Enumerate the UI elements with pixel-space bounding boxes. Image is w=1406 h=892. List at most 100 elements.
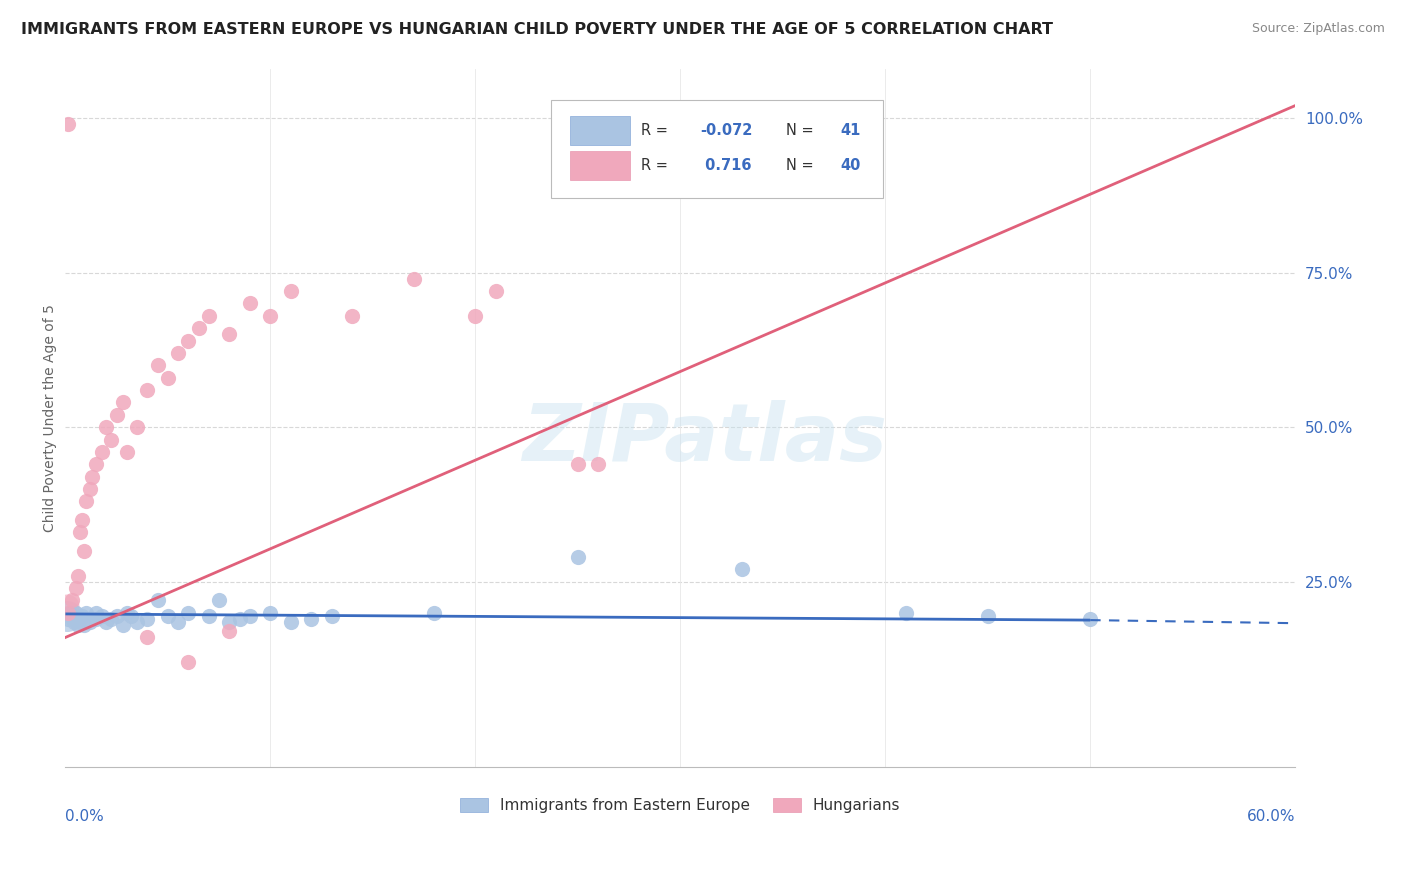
Point xyxy=(136,612,159,626)
Point xyxy=(84,457,107,471)
Point xyxy=(100,612,122,626)
Point xyxy=(402,272,425,286)
Text: N =: N = xyxy=(786,158,818,173)
Point xyxy=(70,513,93,527)
FancyBboxPatch shape xyxy=(569,151,630,180)
Point xyxy=(731,562,754,576)
Point xyxy=(60,593,83,607)
Point xyxy=(69,525,91,540)
Point xyxy=(111,395,134,409)
Point xyxy=(120,608,142,623)
Text: ZIPatlas: ZIPatlas xyxy=(523,400,887,478)
Y-axis label: Child Poverty Under the Age of 5: Child Poverty Under the Age of 5 xyxy=(44,304,58,532)
Point xyxy=(177,655,200,669)
Text: 0.0%: 0.0% xyxy=(66,809,104,824)
Point xyxy=(73,618,96,632)
Point xyxy=(65,581,87,595)
Point xyxy=(218,624,240,639)
Point xyxy=(167,615,190,629)
Point xyxy=(464,309,486,323)
Point xyxy=(977,608,1000,623)
Point xyxy=(146,359,169,373)
Point xyxy=(127,420,149,434)
Text: 40: 40 xyxy=(841,158,860,173)
Point xyxy=(136,383,159,397)
Point xyxy=(156,370,179,384)
Point xyxy=(66,618,89,632)
Point xyxy=(136,631,159,645)
Point xyxy=(177,606,200,620)
Point xyxy=(239,296,262,310)
Point xyxy=(485,284,508,298)
Point xyxy=(96,615,118,629)
Point xyxy=(82,469,104,483)
Point xyxy=(111,618,134,632)
Point xyxy=(208,593,231,607)
Point xyxy=(299,612,322,626)
Point xyxy=(280,615,302,629)
Point xyxy=(96,420,118,434)
Point xyxy=(79,615,101,629)
Point xyxy=(105,608,128,623)
Text: IMMIGRANTS FROM EASTERN EUROPE VS HUNGARIAN CHILD POVERTY UNDER THE AGE OF 5 COR: IMMIGRANTS FROM EASTERN EUROPE VS HUNGAR… xyxy=(21,22,1053,37)
Point xyxy=(75,494,97,508)
Point xyxy=(198,309,221,323)
Point xyxy=(100,433,122,447)
FancyBboxPatch shape xyxy=(551,100,883,198)
Point xyxy=(239,608,262,623)
Point xyxy=(60,608,83,623)
Point xyxy=(115,606,138,620)
Point xyxy=(321,608,343,623)
Point xyxy=(73,544,96,558)
Point xyxy=(75,606,97,620)
Point xyxy=(91,608,114,623)
Point xyxy=(127,615,149,629)
Text: R =: R = xyxy=(641,158,672,173)
Point xyxy=(105,408,128,422)
Point xyxy=(84,612,107,626)
Text: 60.0%: 60.0% xyxy=(1247,809,1295,824)
Point xyxy=(115,445,138,459)
Point xyxy=(65,606,87,620)
Point xyxy=(70,608,93,623)
Point xyxy=(66,568,89,582)
Point xyxy=(259,606,281,620)
FancyBboxPatch shape xyxy=(569,116,630,145)
Text: 0.716: 0.716 xyxy=(700,158,751,173)
Point xyxy=(156,608,179,623)
Point xyxy=(62,615,84,629)
Point xyxy=(167,346,190,360)
Point xyxy=(218,615,240,629)
Text: R =: R = xyxy=(641,123,672,138)
Point xyxy=(146,593,169,607)
Point xyxy=(342,309,364,323)
Point xyxy=(177,334,200,348)
Point xyxy=(280,284,302,298)
Legend: Immigrants from Eastern Europe, Hungarians: Immigrants from Eastern Europe, Hungaria… xyxy=(454,792,907,819)
Point xyxy=(218,327,240,342)
Point xyxy=(56,612,79,626)
Point xyxy=(198,608,221,623)
Text: 41: 41 xyxy=(841,123,860,138)
Point xyxy=(228,612,250,626)
Point xyxy=(423,606,446,620)
Point xyxy=(567,549,589,564)
Text: N =: N = xyxy=(786,123,818,138)
Point xyxy=(56,599,79,614)
Point xyxy=(79,482,101,496)
Point xyxy=(56,606,79,620)
Point xyxy=(69,612,91,626)
Point xyxy=(84,606,107,620)
Point xyxy=(588,457,610,471)
Point xyxy=(259,309,281,323)
Point xyxy=(56,117,79,131)
Point xyxy=(567,457,589,471)
Point xyxy=(187,321,209,335)
Point xyxy=(1078,612,1101,626)
Point xyxy=(91,445,114,459)
Text: -0.072: -0.072 xyxy=(700,123,752,138)
Point xyxy=(58,606,80,620)
Point xyxy=(894,606,917,620)
Point xyxy=(56,608,79,623)
Text: Source: ZipAtlas.com: Source: ZipAtlas.com xyxy=(1251,22,1385,36)
